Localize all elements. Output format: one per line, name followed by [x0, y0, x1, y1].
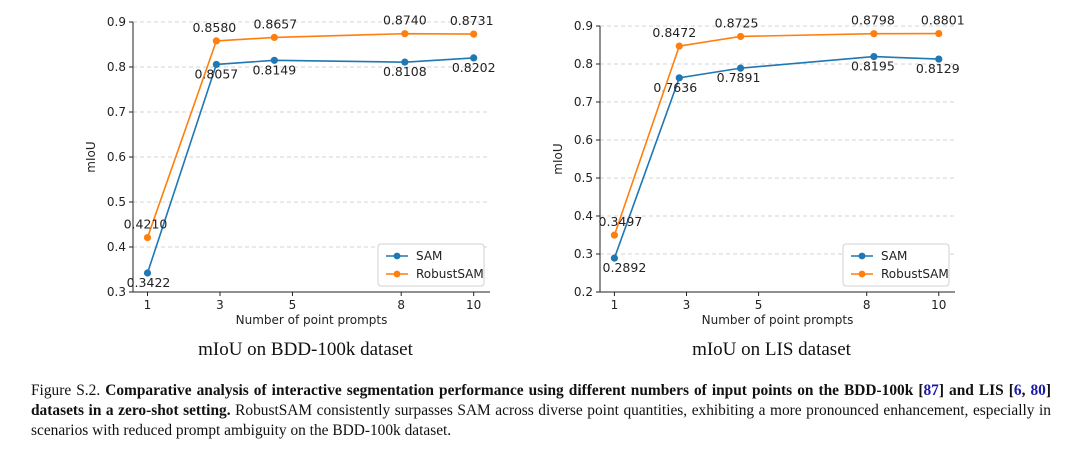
y-tick-label: 0.6	[107, 150, 126, 164]
data-point-sam	[610, 254, 619, 262]
data-label-sam: 0.8129	[916, 61, 960, 76]
ref-87[interactable]: 87	[923, 382, 939, 399]
y-axis-label: mIoU	[551, 143, 565, 174]
ref-6[interactable]: 6	[1013, 382, 1022, 399]
data-label-robustsam: 0.8798	[851, 13, 895, 28]
legend-entry: RobustSAM	[881, 267, 949, 281]
caption-body: RobustSAM consistently surpasses SAM acr…	[31, 402, 1051, 439]
legend-swatch-marker	[393, 270, 401, 278]
ref-80[interactable]: 80	[1030, 382, 1046, 399]
data-label-sam: 0.8202	[452, 60, 496, 75]
data-point-sam	[401, 58, 409, 66]
figure-caption: Figure S.2. Comparative analysis of inte…	[31, 381, 1051, 441]
chart-lis: 0.2 0.3 0.4 0.5 0.6 0.7 0.8 0.9 1 3 5 8 10 Number of …	[551, 13, 965, 360]
data-label-sam: 0.8108	[383, 64, 427, 79]
data-point-robustsam	[270, 33, 278, 42]
caption-bold: Comparative analysis of interactive segm…	[31, 382, 1051, 419]
y-tick-label: 0.7	[574, 95, 593, 109]
data-point-sam	[870, 52, 878, 61]
data-label-sam: 0.7891	[717, 70, 761, 85]
y-tick-label: 0.9	[107, 15, 126, 29]
x-axis-label: Number of point prompts	[236, 313, 388, 327]
data-label-robustsam: 0.8472	[652, 25, 696, 40]
data-point-robustsam	[935, 29, 943, 38]
y-tick-label: 0.8	[107, 60, 126, 74]
data-point-sam	[143, 269, 152, 277]
legend-entry: SAM	[416, 249, 442, 263]
x-tick-label: 5	[289, 298, 297, 312]
y-tick-label: 0.5	[107, 195, 126, 209]
data-point-robustsam	[143, 233, 152, 242]
y-tick-label: 0.4	[574, 209, 593, 223]
x-tick-label: 10	[466, 298, 481, 312]
data-label-robustsam: 0.3497	[599, 214, 643, 229]
series-line-sam	[146, 57, 474, 274]
data-point-sam	[736, 64, 745, 72]
x-tick-label: 1	[611, 298, 619, 312]
x-tick-label: 8	[397, 298, 405, 312]
legend: SAM RobustSAM	[377, 243, 485, 287]
chart-bdd100k: 0.3 0.4 0.5 0.6 0.7 0.8 0.9 1 3 5 8 10 Number of poi…	[84, 13, 496, 360]
legend: SAM RobustSAM	[842, 243, 950, 287]
y-tick-label: 0.7	[107, 105, 126, 119]
data-point-sam	[675, 74, 683, 82]
data-point-robustsam	[870, 30, 878, 38]
data-label-robustsam: 0.8725	[715, 15, 759, 30]
caption-prefix: Figure S.2.	[31, 382, 101, 399]
data-point-robustsam	[610, 231, 619, 239]
x-tick-label: 10	[931, 298, 946, 312]
subfigure-caption: mIoU on LIS dataset	[692, 339, 852, 360]
data-label-robustsam: 0.8731	[450, 13, 494, 28]
y-tick-label: 0.3	[107, 285, 126, 299]
data-point-robustsam	[401, 30, 409, 38]
legend-box	[842, 243, 950, 287]
y-tick-label: 0.2	[574, 285, 593, 299]
x-tick-label: 3	[683, 298, 691, 312]
y-tick-label: 0.3	[574, 247, 593, 261]
data-label-robustsam: 0.8580	[192, 20, 236, 35]
data-label-robustsam: 0.4210	[124, 217, 168, 232]
data-label-robustsam: 0.8740	[383, 13, 427, 28]
x-tick-label: 3	[216, 298, 224, 312]
data-label-robustsam: 0.8801	[921, 13, 965, 28]
data-point-robustsam	[212, 37, 220, 45]
legend-swatch-marker	[393, 252, 401, 260]
x-tick-label: 5	[755, 298, 763, 312]
y-tick-label: 0.9	[574, 19, 593, 33]
subfigure-caption: mIoU on BDD-100k dataset	[198, 339, 413, 360]
x-tick-label: 8	[863, 298, 871, 312]
data-point-robustsam	[470, 30, 478, 38]
legend-entry: RobustSAM	[416, 267, 484, 281]
x-tick-label: 1	[144, 298, 152, 312]
y-tick-label: 0.5	[574, 171, 593, 185]
data-label-sam: 0.7636	[653, 80, 697, 95]
data-label-sam: 0.2892	[603, 260, 647, 275]
y-tick-label: 0.4	[107, 240, 126, 254]
data-point-sam	[935, 55, 943, 63]
legend-swatch-marker	[858, 270, 866, 278]
legend-swatch-marker	[858, 252, 866, 260]
x-axis-label: Number of point prompts	[702, 313, 854, 327]
y-axis-label: mIoU	[84, 141, 98, 172]
data-label-sam: 0.3422	[127, 275, 171, 290]
data-label-robustsam: 0.8657	[253, 16, 297, 31]
data-label-sam: 0.8149	[252, 62, 296, 77]
data-point-sam	[270, 56, 278, 64]
data-label-sam: 0.8195	[851, 59, 895, 74]
legend-box	[377, 243, 485, 287]
data-label-sam: 0.8057	[194, 66, 238, 81]
data-point-sam	[470, 54, 478, 62]
y-tick-label: 0.8	[574, 57, 593, 71]
data-point-robustsam	[736, 32, 745, 41]
y-tick-label: 0.6	[574, 133, 593, 147]
legend-entry: SAM	[881, 249, 907, 263]
data-point-sam	[212, 60, 220, 69]
data-point-robustsam	[675, 42, 683, 50]
